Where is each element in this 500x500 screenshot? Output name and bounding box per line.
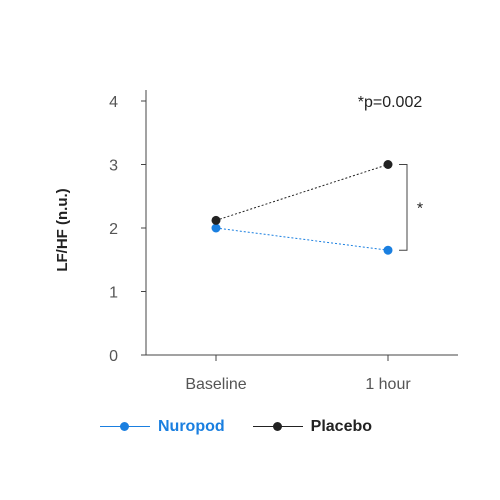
y-tick-label: 2 [109, 221, 118, 238]
legend-swatch-placebo [252, 414, 303, 440]
legend-item-placebo: Placebo [252, 414, 373, 440]
data-point-placebo-1 [383, 160, 393, 169]
significance-bracket [399, 164, 408, 251]
legend-swatch-nuropod [100, 414, 150, 440]
y-axis-title: LF/HF (n.u.) [54, 188, 71, 271]
series-line-placebo [215, 164, 389, 221]
y-tick-label: 4 [109, 94, 118, 111]
legend-label-placebo: Placebo [310, 418, 373, 435]
significance-marker: * [417, 200, 423, 217]
data-point-nuropod-1 [383, 245, 393, 255]
legend-marker-placebo [272, 422, 282, 431]
p-value-annotation: *p=0.002 [358, 94, 423, 111]
legend: Nuropod Placebo [100, 414, 400, 440]
y-tick-label: 0 [109, 348, 118, 365]
y-tick-label: 1 [109, 285, 118, 302]
data-point-nuropod-0 [211, 223, 221, 233]
legend-label-nuropod: Nuropod [158, 418, 225, 435]
series-line-nuropod [215, 227, 389, 251]
x-tick-label: Baseline [185, 376, 246, 393]
legend-marker-nuropod [120, 422, 129, 431]
x-tick-label: 1 hour [365, 376, 411, 393]
y-tick-label: 3 [109, 158, 118, 175]
legend-item-nuropod: Nuropod [100, 414, 225, 440]
data-point-placebo-0 [211, 215, 221, 225]
